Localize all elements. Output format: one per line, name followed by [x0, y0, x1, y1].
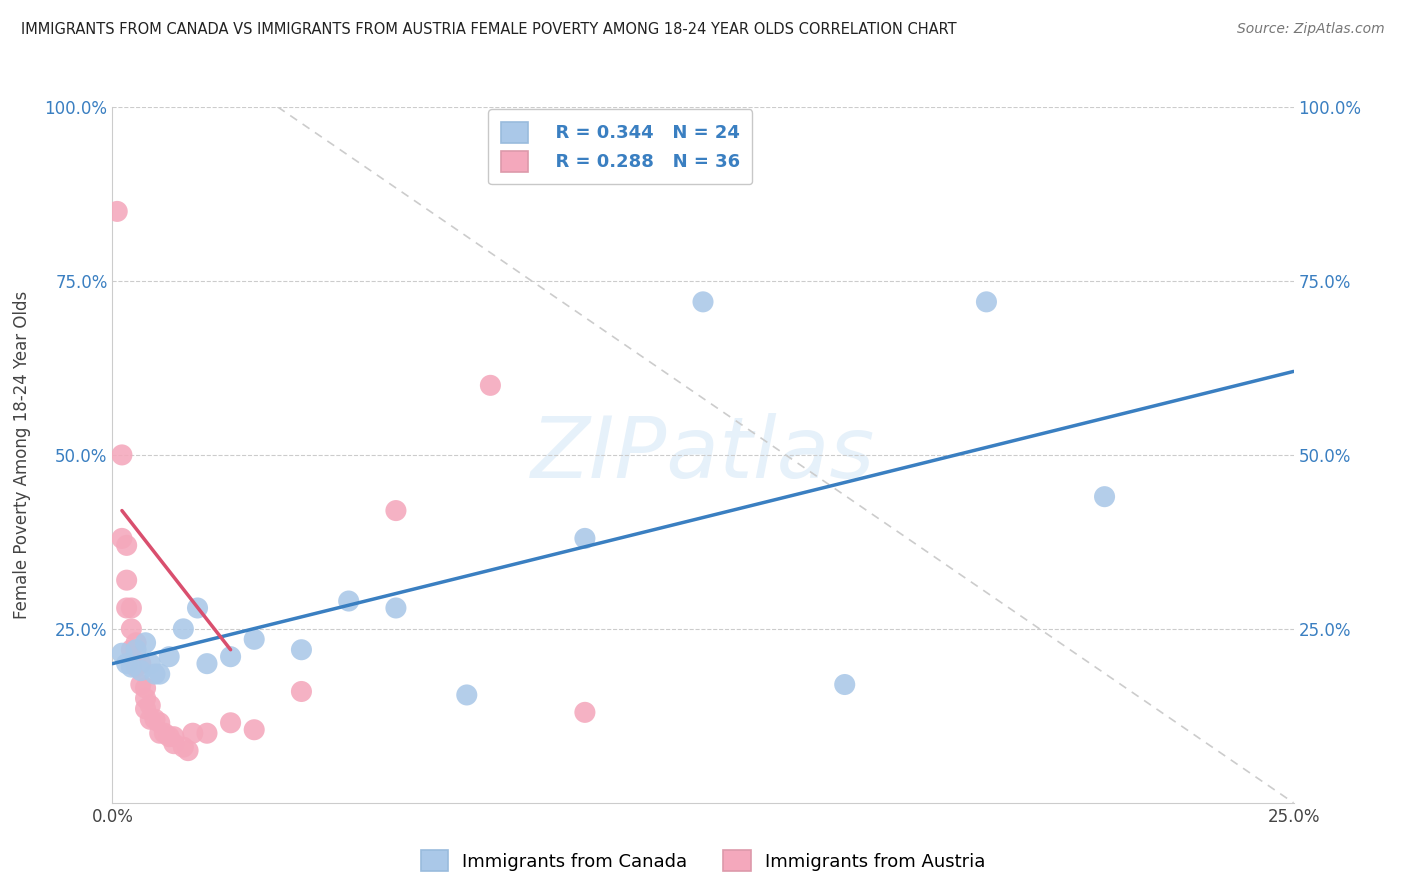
- Point: [139, 698, 162, 713]
- Point: [125, 636, 148, 650]
- Point: [243, 632, 266, 647]
- Point: [129, 657, 152, 671]
- Point: [111, 448, 134, 462]
- Point: [115, 601, 138, 615]
- Point: [139, 712, 162, 726]
- Point: [111, 532, 134, 546]
- Point: [115, 657, 138, 671]
- Point: [111, 646, 134, 660]
- Point: [135, 636, 157, 650]
- Point: [129, 677, 152, 691]
- Text: Source: ZipAtlas.com: Source: ZipAtlas.com: [1237, 22, 1385, 37]
- Point: [143, 712, 166, 726]
- Point: [139, 657, 162, 671]
- Point: [120, 660, 142, 674]
- Point: [120, 642, 142, 657]
- Point: [177, 744, 200, 758]
- Point: [574, 532, 596, 546]
- Point: [834, 677, 856, 691]
- Point: [195, 726, 218, 740]
- Point: [290, 684, 312, 698]
- Text: IMMIGRANTS FROM CANADA VS IMMIGRANTS FROM AUSTRIA FEMALE POVERTY AMONG 18-24 YEA: IMMIGRANTS FROM CANADA VS IMMIGRANTS FRO…: [21, 22, 956, 37]
- Legend:   R = 0.344   N = 24,   R = 0.288   N = 36: R = 0.344 N = 24, R = 0.288 N = 36: [488, 109, 752, 185]
- Point: [243, 723, 266, 737]
- Point: [385, 503, 408, 517]
- Point: [135, 681, 157, 695]
- Point: [105, 204, 128, 219]
- Point: [149, 715, 172, 730]
- Point: [115, 573, 138, 587]
- Point: [172, 622, 194, 636]
- Point: [337, 594, 360, 608]
- Point: [479, 378, 502, 392]
- Point: [143, 667, 166, 681]
- Point: [125, 660, 148, 674]
- Point: [456, 688, 478, 702]
- Point: [157, 730, 180, 744]
- Point: [125, 642, 148, 657]
- Point: [120, 601, 142, 615]
- Point: [692, 294, 714, 309]
- Point: [219, 649, 242, 664]
- Point: [129, 664, 152, 678]
- Point: [153, 726, 176, 740]
- Point: [1094, 490, 1116, 504]
- Point: [385, 601, 408, 615]
- Point: [163, 737, 186, 751]
- Point: [125, 657, 148, 671]
- Point: [157, 649, 180, 664]
- Point: [195, 657, 218, 671]
- Point: [135, 691, 157, 706]
- Point: [290, 642, 312, 657]
- Point: [120, 622, 142, 636]
- Legend: Immigrants from Canada, Immigrants from Austria: Immigrants from Canada, Immigrants from …: [413, 843, 993, 879]
- Point: [219, 715, 242, 730]
- Text: ZIPatlas: ZIPatlas: [531, 413, 875, 497]
- Point: [149, 667, 172, 681]
- Y-axis label: Female Poverty Among 18-24 Year Olds: Female Poverty Among 18-24 Year Olds: [13, 291, 31, 619]
- Point: [186, 601, 208, 615]
- Point: [149, 726, 172, 740]
- Point: [163, 730, 186, 744]
- Point: [181, 726, 204, 740]
- Point: [135, 702, 157, 716]
- Point: [172, 740, 194, 755]
- Point: [976, 294, 998, 309]
- Point: [115, 538, 138, 552]
- Point: [574, 706, 596, 720]
